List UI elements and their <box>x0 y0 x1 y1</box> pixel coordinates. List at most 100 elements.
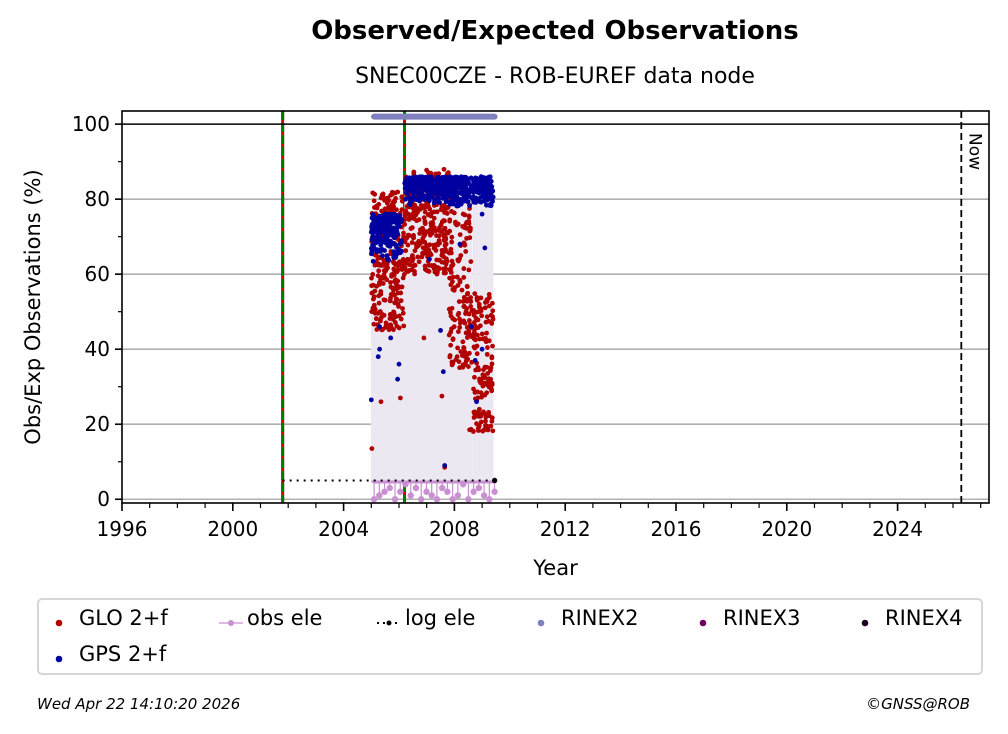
glo-point <box>450 337 456 342</box>
glo-point <box>486 338 492 344</box>
glo-point <box>441 270 447 276</box>
glo-point <box>476 423 482 429</box>
glo-point <box>460 299 466 304</box>
gps-point <box>415 190 421 196</box>
glo-point <box>401 323 407 329</box>
glo-point <box>401 230 406 236</box>
glo-point <box>470 429 476 434</box>
gps-point <box>420 193 426 199</box>
gps-point <box>470 194 476 200</box>
glo-point <box>402 213 408 219</box>
gps-point <box>388 335 394 341</box>
gps-point <box>464 192 470 197</box>
scatter-points <box>368 166 496 481</box>
glo-point <box>394 207 399 213</box>
glo-point <box>456 299 462 304</box>
y-tick-label: 20 <box>85 412 110 436</box>
gps-point <box>402 180 408 186</box>
gps-point <box>435 176 441 182</box>
glo-point <box>388 324 394 330</box>
glo-point <box>427 242 433 248</box>
glo-point <box>472 374 477 380</box>
glo-point <box>448 270 454 275</box>
glo-point <box>474 297 480 303</box>
glo-point <box>455 345 460 351</box>
glo-point <box>402 221 408 227</box>
glo-point <box>486 384 492 390</box>
log-ele-point <box>491 477 498 484</box>
glo-point <box>402 267 408 272</box>
glo-point <box>463 225 469 231</box>
legend-marker-rinex2 <box>533 611 557 627</box>
legend-marker-glo <box>51 611 75 627</box>
timestamp: Wed Apr 22 14:10:20 2026 <box>37 695 241 713</box>
gps-point <box>477 188 483 194</box>
glo-point <box>443 256 449 262</box>
gps-point <box>406 195 412 201</box>
gps-point <box>423 178 429 184</box>
gps-point <box>455 203 461 208</box>
glo-point <box>464 283 470 289</box>
x-tick-label: 2008 <box>429 517 480 541</box>
gps-point <box>389 211 395 217</box>
glo-point <box>476 428 481 433</box>
glo-point <box>452 317 458 323</box>
obs-ele-point <box>412 484 420 492</box>
glo-point <box>472 291 478 297</box>
gps-point <box>482 245 488 251</box>
glo-point <box>413 241 419 247</box>
glo-point <box>388 280 393 285</box>
obs-ele-point <box>386 484 393 492</box>
y-tick-label: 60 <box>85 262 110 286</box>
obs-ele-point <box>438 484 446 492</box>
glo-point <box>471 386 476 392</box>
glo-point <box>454 354 460 360</box>
glo-point <box>472 337 478 343</box>
gps-point <box>394 244 399 250</box>
gps-point <box>427 175 433 180</box>
glo-point <box>396 325 402 331</box>
gps-point <box>376 247 382 253</box>
glo-point <box>409 258 415 264</box>
gps-point <box>447 193 453 199</box>
glo-point <box>407 267 412 273</box>
glo-point <box>398 316 404 322</box>
glo-point <box>456 329 461 335</box>
glo-point <box>455 312 461 318</box>
legend-item-gps: GPS 2+f <box>51 642 166 666</box>
gps-point <box>437 200 443 205</box>
glo-point <box>477 323 483 329</box>
glo-point <box>410 253 415 258</box>
gps-point <box>394 214 400 220</box>
glo-point <box>371 198 377 204</box>
glo-point <box>399 207 405 212</box>
glo-point <box>421 335 427 341</box>
glo-point <box>427 232 433 238</box>
glo-point <box>457 256 462 262</box>
legend-dot <box>228 620 234 626</box>
legend-marker-glyph <box>699 619 707 627</box>
gps-point <box>413 175 418 181</box>
gps-point <box>371 221 377 226</box>
chart-title: Observed/Expected Observations <box>311 16 799 46</box>
gps-point <box>426 182 432 187</box>
glo-point <box>388 292 394 297</box>
glo-point <box>461 240 467 246</box>
grid-lines <box>122 198 989 501</box>
glo-point <box>418 206 423 212</box>
glo-point <box>440 250 445 256</box>
glo-point <box>394 296 400 302</box>
glo-point <box>455 283 461 288</box>
glo-point <box>490 343 495 349</box>
glo-point <box>465 290 471 296</box>
glo-point <box>409 225 415 231</box>
legend-marker-glyph <box>537 619 545 627</box>
legend-label: RINEX2 <box>561 606 639 630</box>
glo-point <box>418 239 424 245</box>
glo-point <box>376 201 382 207</box>
legend-marker-obs-ele <box>219 611 243 626</box>
glo-point <box>411 233 416 238</box>
glo-point <box>388 205 394 210</box>
glo-point <box>399 194 405 200</box>
gps-point <box>483 192 488 197</box>
